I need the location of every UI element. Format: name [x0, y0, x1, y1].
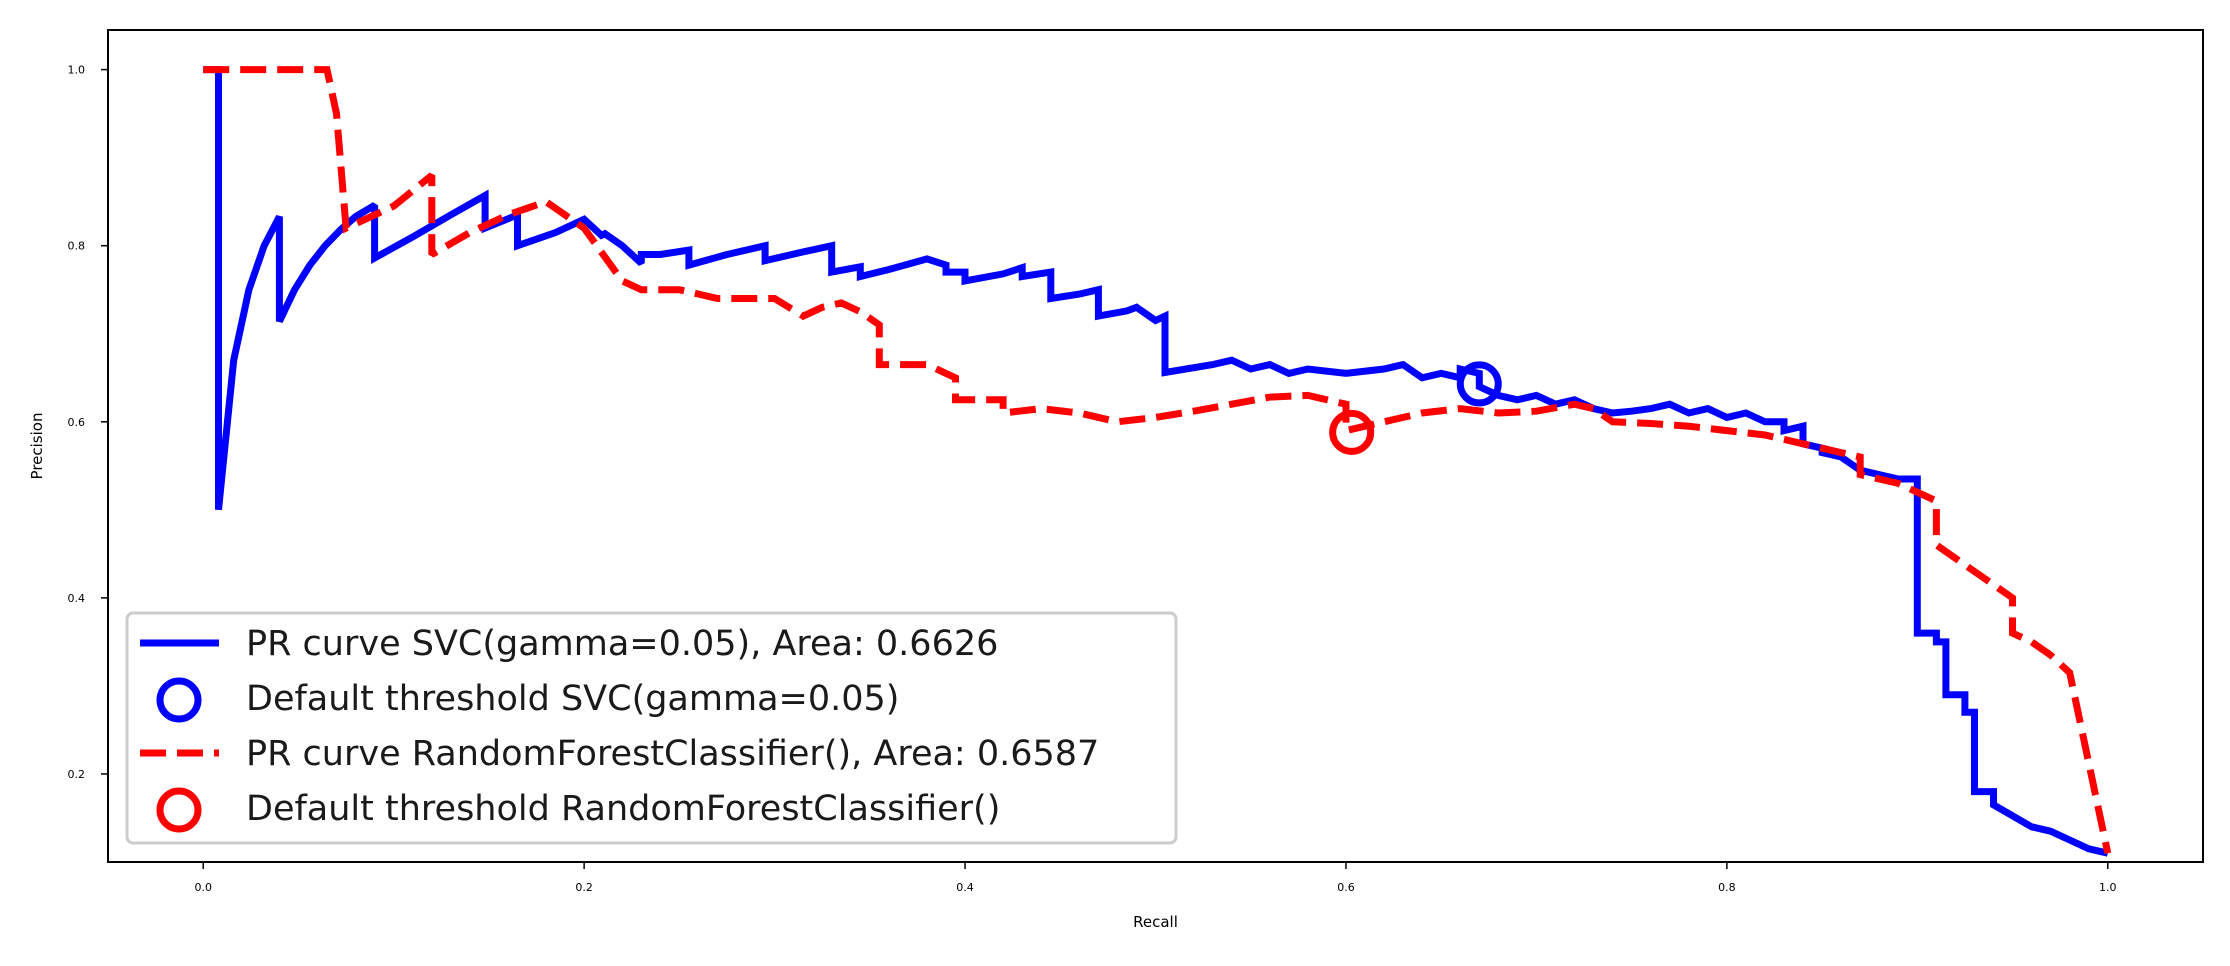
legend-marker-swatch [156, 677, 202, 723]
axes-frame [107, 29, 2204, 863]
legend-marker-swatch [156, 787, 202, 833]
x-tick-label: 0.6 [1337, 881, 1355, 894]
x-tick-label: 0.8 [1718, 881, 1736, 894]
x-tick-label: 1.0 [2099, 881, 2117, 894]
data-layer [203, 66, 2112, 857]
legend-entry-label: PR curve SVC(gamma=0.05), Area: 0.6626 [246, 624, 998, 664]
y-tick-label: 0.2 [68, 768, 86, 781]
y-tick-label: 0.8 [68, 240, 86, 253]
legend-entry-label: PR curve RandomForestClassifier(), Area:… [246, 734, 1099, 774]
y-tick-label: 1.0 [68, 64, 86, 77]
axes-layer: 0.0 0.2 0.4 0.6 0.8 1.0 0.2 0.4 0.6 0.8 1.0 Recall P… [28, 29, 2204, 931]
legend-entry-label: Default threshold SVC(gamma=0.05) [246, 679, 899, 719]
y-tick-label: 0.6 [68, 416, 86, 429]
x-tick-label: 0.4 [956, 881, 974, 894]
y-axis-label: Precision [28, 413, 46, 480]
x-axis-label: Recall [1133, 913, 1178, 931]
x-tick-label: 0.2 [575, 881, 593, 894]
threshold-marker-3 [1329, 409, 1375, 455]
legend: PR curve SVC(gamma=0.05), Area: 0.6626 De… [125, 611, 1178, 845]
threshold-marker-1 [1456, 361, 1502, 407]
legend-box [125, 611, 1178, 845]
series-line-2 [203, 66, 2112, 854]
x-tick-label: 0.0 [194, 881, 212, 894]
legend-entry-label: Default threshold RandomForestClassifier… [246, 789, 1000, 829]
y-tick-label: 0.4 [68, 592, 86, 605]
